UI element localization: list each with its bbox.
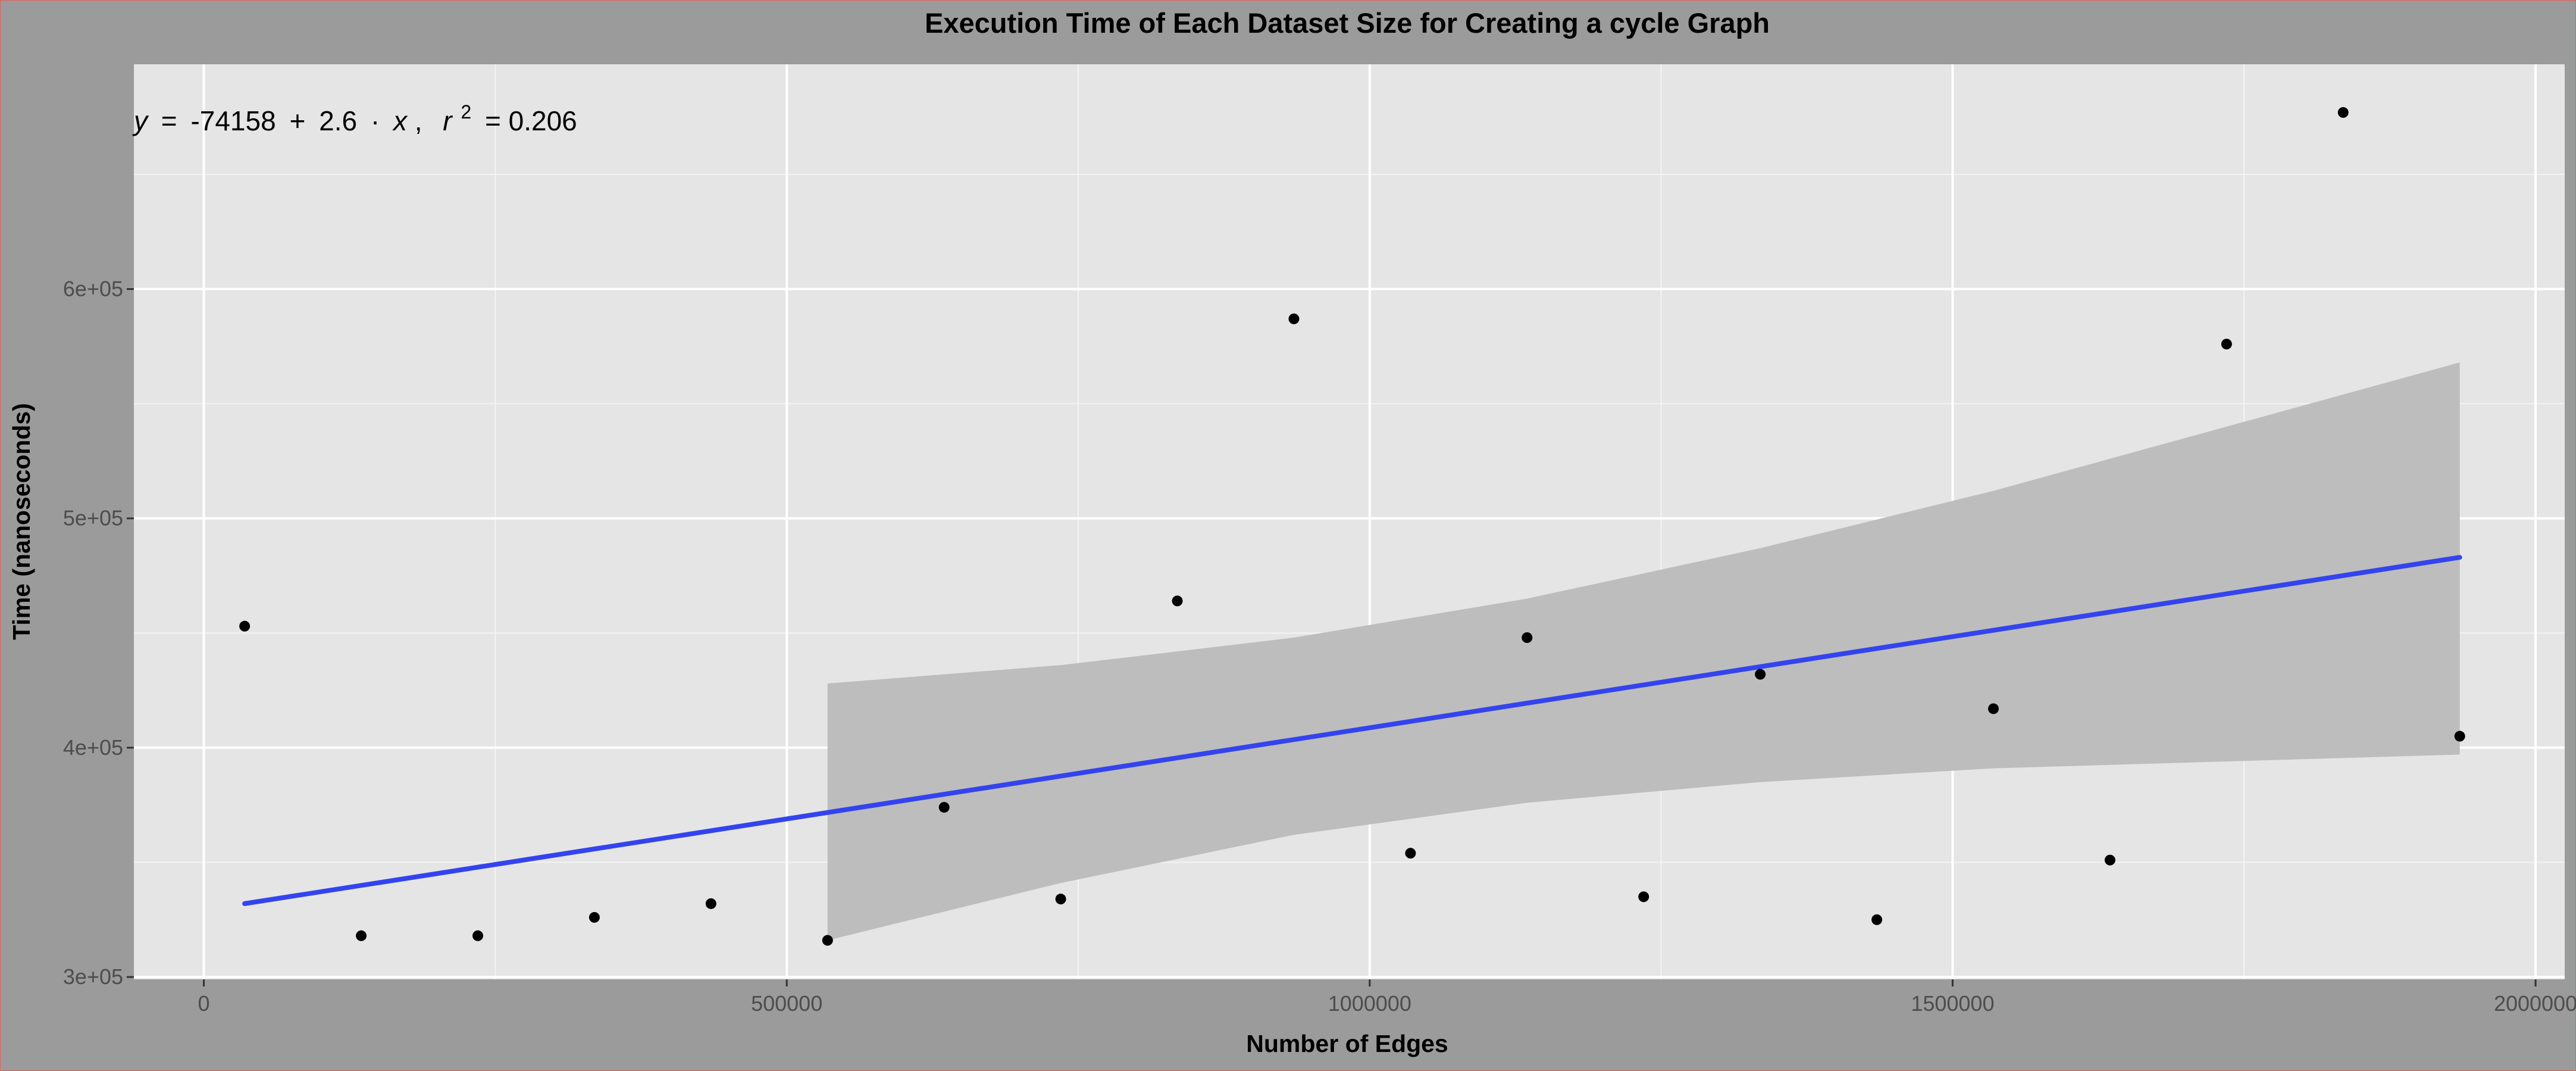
x-tick-label: 0 bbox=[198, 991, 210, 1016]
data-point bbox=[1522, 632, 1533, 644]
equation-equals: = bbox=[161, 105, 177, 136]
x-tick-label: 500000 bbox=[751, 991, 822, 1016]
data-point bbox=[356, 930, 367, 941]
data-point bbox=[1172, 595, 1183, 607]
data-point bbox=[2337, 107, 2349, 118]
x-tick-label: 1000000 bbox=[1328, 991, 1411, 1016]
confidence-band bbox=[827, 362, 2460, 941]
chart-title: Execution Time of Each Dataset Size for … bbox=[925, 7, 1770, 39]
data-point bbox=[2221, 338, 2232, 349]
data-point bbox=[822, 935, 833, 946]
data-point bbox=[1055, 894, 1066, 905]
data-point bbox=[1405, 848, 1416, 859]
y-axis: 3e+05 4e+05 5e+05 6e+05 bbox=[63, 277, 134, 989]
equation-y: y bbox=[132, 105, 149, 136]
data-point bbox=[2454, 730, 2465, 742]
x-tick-label: 2000000 bbox=[2494, 991, 2576, 1016]
y-axis-title: Time (nanoseconds) bbox=[8, 403, 35, 640]
y-tick-label: 5e+05 bbox=[63, 506, 123, 530]
data-point bbox=[2104, 854, 2115, 866]
data-point bbox=[1871, 914, 1883, 925]
y-tick-label: 4e+05 bbox=[63, 735, 123, 760]
regression-line bbox=[242, 555, 2462, 906]
data-point bbox=[1987, 703, 1999, 714]
x-axis-title: Number of Edges bbox=[1246, 1030, 1448, 1057]
y-tick-label: 6e+05 bbox=[63, 277, 123, 301]
x-tick-label: 1500000 bbox=[1911, 991, 1994, 1016]
equation-dot: · bbox=[371, 105, 380, 136]
data-point bbox=[589, 911, 600, 923]
equation-r-exponent: 2 bbox=[461, 101, 471, 123]
equation-x: x bbox=[392, 105, 408, 136]
regression-equation: y = -74158 + 2.6 · x , r 2 = 0.206 bbox=[132, 93, 577, 136]
equation-r2-value: = 0.206 bbox=[485, 105, 577, 136]
data-point bbox=[472, 930, 483, 941]
equation-plus: + bbox=[289, 105, 305, 136]
equation-comma: , bbox=[415, 105, 422, 136]
data-point bbox=[239, 620, 251, 632]
y-tick-label: 3e+05 bbox=[63, 964, 123, 989]
data-point bbox=[1288, 313, 1300, 324]
equation-r: r bbox=[443, 105, 453, 136]
equation-intercept: -74158 bbox=[190, 105, 276, 136]
x-axis: 0 500000 1000000 1500000 2000000 bbox=[198, 979, 2576, 1016]
data-point bbox=[938, 802, 950, 813]
equation-slope: 2.6 bbox=[319, 105, 357, 136]
data-point bbox=[705, 898, 716, 909]
data-point bbox=[1638, 891, 1649, 903]
data-points bbox=[239, 107, 2465, 946]
data-point bbox=[1755, 669, 1766, 680]
